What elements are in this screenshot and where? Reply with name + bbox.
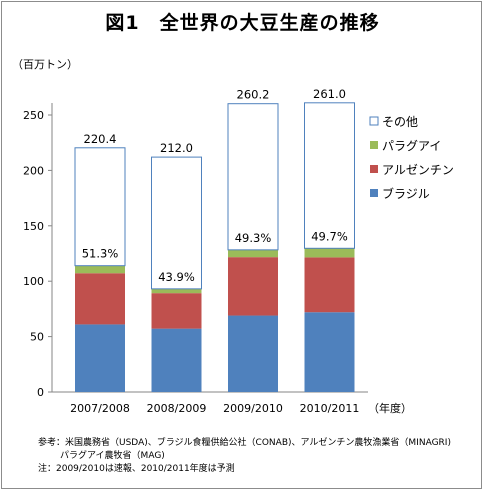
share-data-label: 51.3%	[82, 247, 119, 261]
bar-segment-paraguay	[151, 288, 202, 294]
x-tick-label: 2007/2008	[70, 402, 130, 415]
share-data-label: 43.9%	[158, 270, 195, 284]
bar-segment-other	[304, 102, 355, 249]
bar-segment-argentina	[228, 257, 278, 316]
y-tick-label: 0	[37, 386, 44, 399]
y-axis-unit-label: （百万トン）	[12, 58, 78, 71]
x-tick-label: 2009/2010	[223, 402, 283, 415]
y-tick-label: 250	[23, 109, 44, 122]
x-axis-unit-label: （年度）	[368, 402, 412, 415]
legend-swatch	[370, 165, 378, 173]
x-tick-label: 2008/2009	[147, 402, 207, 415]
forecast-note-line: 注：2009/2010は速報、2010/2011年度は予測	[38, 464, 235, 474]
bar-segment-paraguay	[304, 248, 355, 258]
y-tick-label: 100	[23, 275, 44, 288]
legend-label: アルゼンチン	[382, 163, 454, 177]
legend-swatch	[370, 141, 378, 149]
legend-label: その他	[382, 115, 418, 129]
bar-segment-brazil	[151, 328, 202, 392]
legend-swatch	[369, 116, 379, 126]
source-note-line: 参考：米国農務省（USDA)、ブラジル食糧供給公社（CONAB)、アルゼンチン農…	[38, 438, 451, 448]
total-data-label: 220.4	[84, 132, 117, 146]
total-data-label: 260.2	[237, 88, 270, 102]
legend-swatch	[370, 189, 378, 197]
y-tick-label: 200	[23, 164, 44, 177]
bar-segment-argentina	[151, 293, 202, 329]
total-data-label: 261.0	[313, 87, 346, 101]
bar-segment-other	[227, 103, 279, 251]
bar-segment-other	[151, 156, 202, 290]
bar-segment-brazil	[228, 315, 278, 392]
y-tick-label: 150	[23, 220, 44, 233]
source-note-line: パラグアイ農牧省（MAG)	[60, 451, 165, 461]
chart-title: 図1 全世界の大豆生産の推移	[105, 12, 380, 34]
share-data-label: 49.3%	[235, 231, 272, 245]
legend-label: パラグアイ	[382, 139, 441, 153]
legend-label: ブラジル	[382, 186, 430, 201]
x-tick-label: 2010/2011	[300, 402, 360, 415]
bar-segment-paraguay	[228, 249, 278, 258]
y-tick-label: 50	[30, 331, 44, 344]
bar-segment-argentina	[75, 273, 125, 325]
share-data-label: 49.7%	[311, 229, 348, 243]
source-notes: 参考：米国農務省（USDA)、ブラジル食糧供給公社（CONAB)、アルゼンチン農…	[38, 437, 483, 476]
total-data-label: 212.0	[160, 141, 193, 155]
bar-segment-brazil	[75, 324, 125, 392]
bar-segment-other	[74, 147, 126, 267]
bar-segment-paraguay	[75, 265, 125, 274]
bar-segment-argentina	[304, 257, 355, 313]
bar-segment-brazil	[304, 312, 355, 392]
